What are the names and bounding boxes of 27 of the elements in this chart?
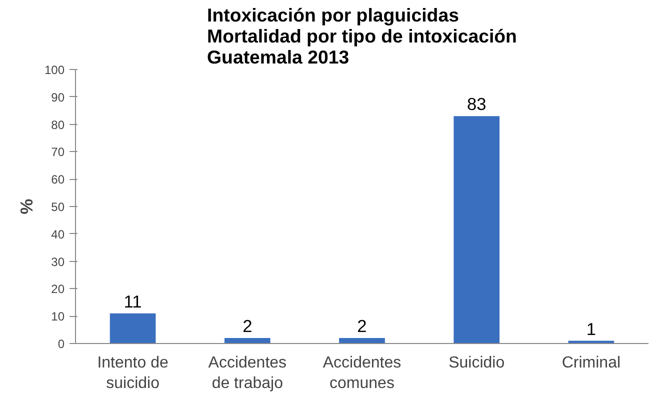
y-tick-label: 30 — [51, 254, 65, 269]
y-axis-title: % — [16, 198, 36, 214]
bar — [339, 338, 385, 344]
data-label: 2 — [242, 316, 252, 336]
y-tick-label: 20 — [51, 282, 65, 296]
y-tick-label: 0 — [58, 337, 65, 351]
x-tick-label: Suicidio — [448, 354, 505, 372]
data-label: 2 — [357, 316, 367, 336]
bar — [224, 338, 270, 344]
bar — [454, 116, 500, 344]
chart-title: Intoxicación por plaguicidas Mortalidad por tipo de intoxicación Guatemala 2013 — [207, 4, 517, 68]
data-label: 11 — [124, 291, 142, 312]
y-tick-label: 40 — [51, 227, 65, 242]
y-tick-label: 100 — [44, 63, 65, 77]
x-tick-label: Criminal — [562, 354, 621, 372]
x-tick-label: Accidentes comunes — [322, 354, 402, 392]
x-tick-label: Accidentes de trabajo — [208, 354, 287, 392]
y-tick-label: 80 — [51, 118, 65, 132]
x-tick-label: Intento de suicidio — [97, 354, 168, 392]
data-label: 83 — [466, 94, 486, 114]
y-tick-label: 50 — [51, 200, 65, 214]
y-tick-label: 60 — [51, 172, 65, 187]
data-label: 1 — [586, 318, 596, 339]
y-tick-label: 10 — [51, 310, 65, 324]
y-tick-label: 90 — [51, 90, 65, 104]
y-tick-label: 70 — [51, 145, 65, 160]
bar — [110, 313, 156, 344]
